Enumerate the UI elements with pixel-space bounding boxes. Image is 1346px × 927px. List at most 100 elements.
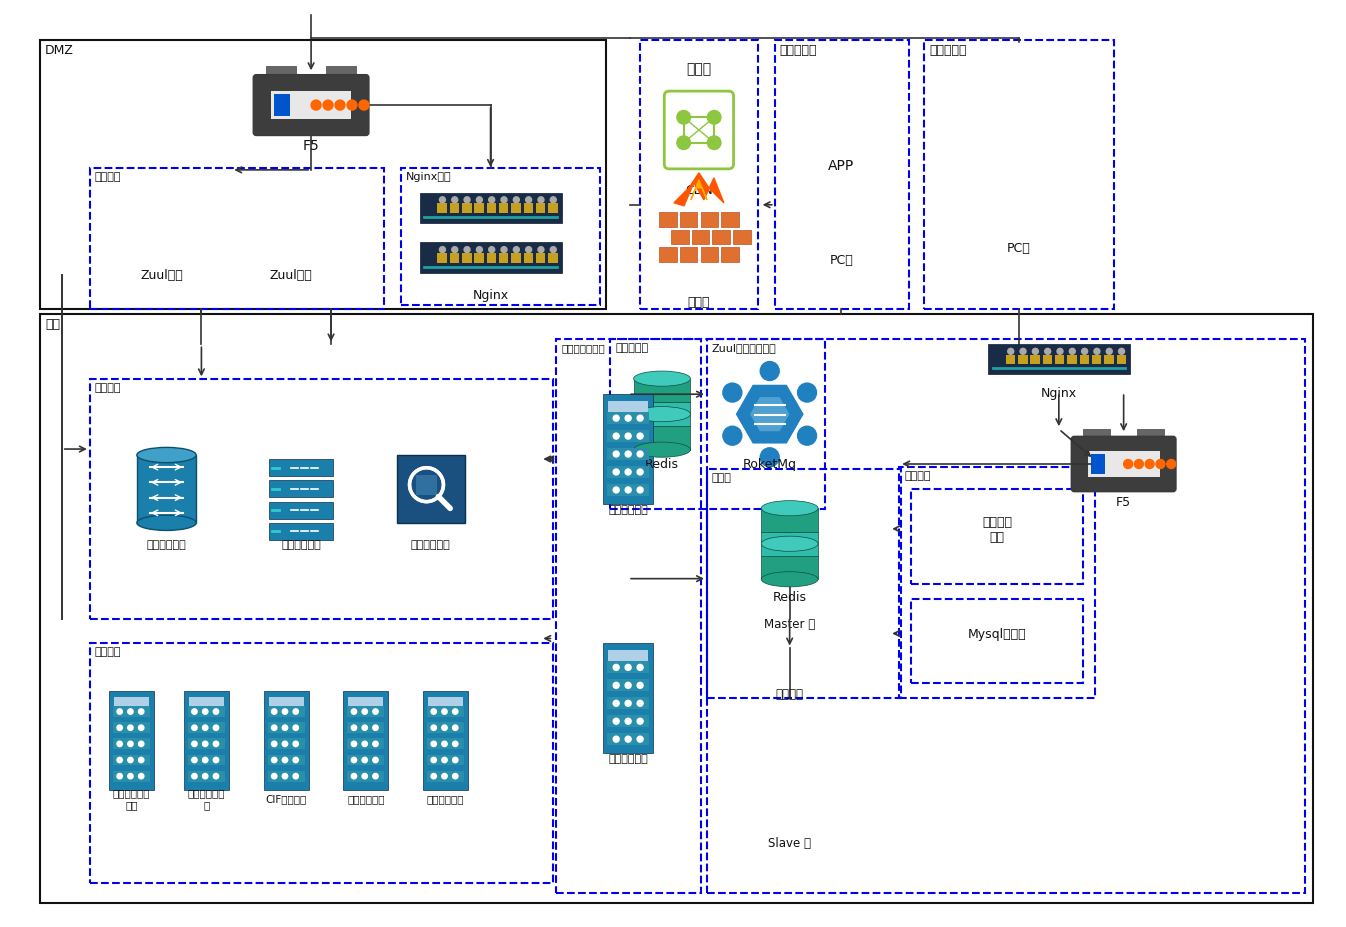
Circle shape bbox=[191, 774, 197, 779]
Polygon shape bbox=[751, 399, 789, 431]
Circle shape bbox=[637, 434, 643, 439]
FancyBboxPatch shape bbox=[271, 92, 351, 120]
Circle shape bbox=[625, 736, 631, 743]
Circle shape bbox=[431, 757, 436, 763]
FancyBboxPatch shape bbox=[269, 523, 332, 540]
Circle shape bbox=[128, 742, 133, 747]
Circle shape bbox=[625, 451, 631, 458]
FancyBboxPatch shape bbox=[660, 248, 677, 262]
FancyBboxPatch shape bbox=[607, 485, 649, 496]
Circle shape bbox=[117, 725, 122, 730]
Circle shape bbox=[476, 248, 482, 253]
Circle shape bbox=[373, 757, 378, 763]
Circle shape bbox=[431, 774, 436, 779]
Circle shape bbox=[614, 682, 619, 689]
Polygon shape bbox=[736, 386, 802, 443]
FancyBboxPatch shape bbox=[253, 76, 369, 136]
FancyBboxPatch shape bbox=[762, 509, 818, 532]
Circle shape bbox=[351, 709, 357, 715]
Circle shape bbox=[708, 137, 721, 150]
Text: 防火墙: 防火墙 bbox=[688, 296, 711, 309]
Circle shape bbox=[452, 725, 458, 730]
Circle shape bbox=[272, 742, 277, 747]
Text: 网关集群: 网关集群 bbox=[94, 171, 121, 182]
Circle shape bbox=[373, 774, 378, 779]
Text: Nginx: Nginx bbox=[1040, 387, 1077, 400]
Bar bbox=[437, 204, 447, 214]
Circle shape bbox=[202, 757, 207, 763]
Circle shape bbox=[191, 757, 197, 763]
Circle shape bbox=[139, 725, 144, 730]
Bar bbox=[474, 254, 483, 263]
FancyBboxPatch shape bbox=[1137, 429, 1164, 442]
Circle shape bbox=[117, 774, 122, 779]
Circle shape bbox=[501, 197, 507, 204]
Text: RoketMq: RoketMq bbox=[743, 458, 797, 471]
Circle shape bbox=[128, 725, 133, 730]
FancyBboxPatch shape bbox=[607, 466, 649, 478]
Circle shape bbox=[272, 757, 277, 763]
FancyBboxPatch shape bbox=[603, 395, 653, 504]
Circle shape bbox=[283, 725, 288, 730]
Circle shape bbox=[283, 757, 288, 763]
Circle shape bbox=[362, 725, 367, 730]
Circle shape bbox=[1156, 460, 1164, 469]
Ellipse shape bbox=[762, 537, 818, 552]
FancyBboxPatch shape bbox=[420, 194, 561, 223]
Circle shape bbox=[538, 197, 544, 204]
Circle shape bbox=[625, 469, 631, 476]
Circle shape bbox=[139, 709, 144, 715]
Circle shape bbox=[323, 101, 332, 111]
FancyBboxPatch shape bbox=[762, 556, 818, 579]
Circle shape bbox=[191, 742, 197, 747]
Circle shape bbox=[452, 709, 458, 715]
Circle shape bbox=[637, 415, 643, 422]
FancyBboxPatch shape bbox=[113, 755, 149, 766]
FancyBboxPatch shape bbox=[1084, 429, 1110, 442]
Circle shape bbox=[1044, 349, 1051, 355]
Circle shape bbox=[351, 725, 357, 730]
Circle shape bbox=[213, 725, 218, 730]
Circle shape bbox=[441, 774, 447, 779]
FancyBboxPatch shape bbox=[268, 722, 304, 733]
Circle shape bbox=[1082, 349, 1088, 355]
FancyBboxPatch shape bbox=[692, 231, 709, 245]
FancyBboxPatch shape bbox=[268, 706, 304, 717]
Circle shape bbox=[625, 488, 631, 493]
Circle shape bbox=[526, 197, 532, 204]
FancyBboxPatch shape bbox=[680, 248, 697, 262]
Circle shape bbox=[373, 709, 378, 715]
Text: 无纸化微服务: 无纸化微服务 bbox=[608, 754, 647, 763]
Bar bbox=[536, 204, 545, 214]
FancyBboxPatch shape bbox=[326, 67, 355, 81]
Bar bbox=[474, 204, 483, 214]
FancyBboxPatch shape bbox=[349, 697, 384, 714]
FancyBboxPatch shape bbox=[721, 248, 739, 262]
Circle shape bbox=[708, 111, 721, 125]
Circle shape bbox=[202, 709, 207, 715]
Circle shape bbox=[677, 111, 690, 125]
Circle shape bbox=[351, 774, 357, 779]
Text: 数据同步: 数据同步 bbox=[905, 471, 931, 480]
Circle shape bbox=[128, 774, 133, 779]
Circle shape bbox=[614, 434, 619, 439]
FancyBboxPatch shape bbox=[607, 716, 649, 728]
FancyBboxPatch shape bbox=[607, 679, 649, 692]
Bar bbox=[1055, 355, 1065, 365]
Circle shape bbox=[513, 197, 520, 204]
Circle shape bbox=[452, 742, 458, 747]
FancyBboxPatch shape bbox=[268, 739, 304, 749]
Circle shape bbox=[637, 665, 643, 670]
Circle shape bbox=[1124, 460, 1132, 469]
Circle shape bbox=[760, 362, 779, 381]
FancyBboxPatch shape bbox=[607, 449, 649, 461]
Circle shape bbox=[431, 742, 436, 747]
Circle shape bbox=[1008, 349, 1014, 355]
Text: 服务监控集群: 服务监控集群 bbox=[411, 540, 451, 549]
Circle shape bbox=[538, 248, 544, 253]
Circle shape bbox=[213, 742, 218, 747]
FancyBboxPatch shape bbox=[114, 697, 149, 714]
Circle shape bbox=[551, 248, 556, 253]
FancyBboxPatch shape bbox=[188, 755, 225, 766]
FancyBboxPatch shape bbox=[188, 697, 223, 714]
